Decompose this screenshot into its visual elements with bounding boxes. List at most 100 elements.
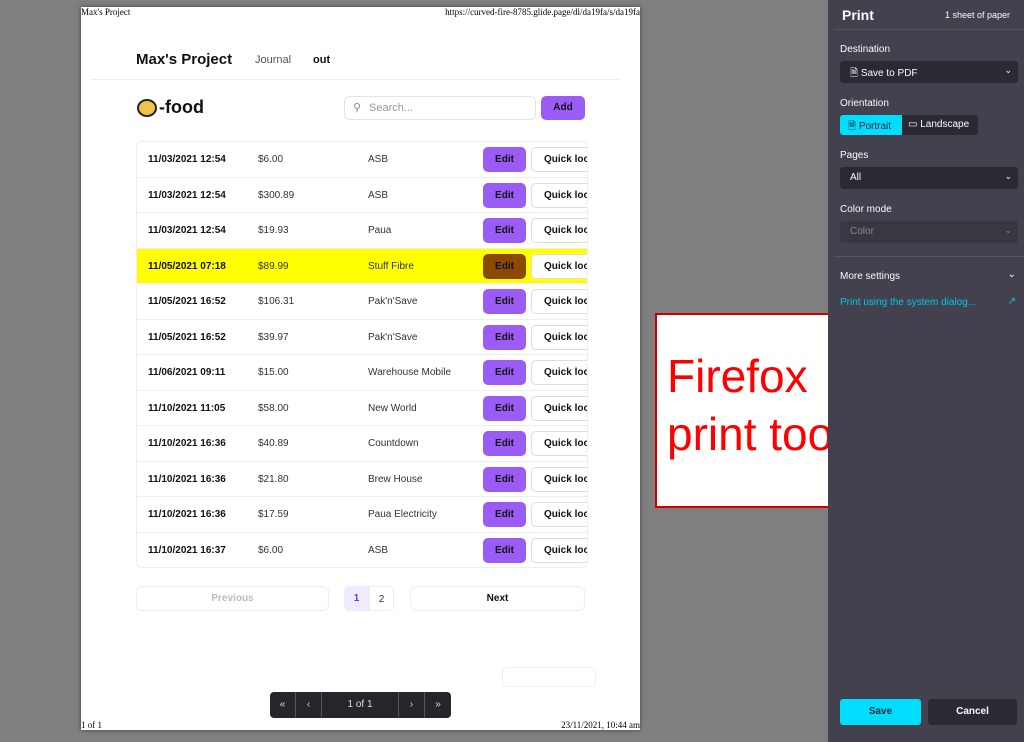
print-preview-page: Max's Project https://curved-fire-8785.g… bbox=[81, 7, 640, 730]
page-footer-count: 1 of 1 bbox=[81, 720, 102, 730]
chevron-down-icon[interactable]: ⌄ bbox=[1007, 269, 1016, 280]
table-row[interactable]: 11/10/2021 16:37 $6.00 ASB Edit Quick lo… bbox=[137, 533, 587, 568]
chevron-down-icon: ⌄ bbox=[1004, 65, 1012, 75]
row-store: Warehouse Mobile bbox=[368, 367, 452, 378]
system-dialog-link[interactable]: Print using the system dialog... bbox=[840, 297, 977, 308]
divider bbox=[91, 79, 620, 80]
row-amount: $17.59 bbox=[258, 509, 289, 520]
blank-box bbox=[502, 667, 596, 687]
page-footer-date: 23/11/2021, 10:44 am bbox=[561, 720, 640, 730]
row-date: 11/05/2021 16:52 bbox=[148, 331, 226, 343]
page-1-button[interactable]: 1 bbox=[344, 586, 369, 611]
row-amount: $6.00 bbox=[258, 154, 284, 165]
table-row[interactable]: 11/10/2021 11:05 $58.00 New World Edit Q… bbox=[137, 391, 587, 426]
first-page-button[interactable]: « bbox=[270, 692, 296, 718]
annotation-line1: Firefox bbox=[667, 350, 808, 402]
quick-look-button[interactable]: Quick look bbox=[531, 431, 587, 456]
edit-button[interactable]: Edit bbox=[483, 182, 526, 208]
pages-select[interactable]: All ⌄ bbox=[840, 167, 1018, 189]
edit-button[interactable]: Edit bbox=[483, 431, 526, 456]
edit-button[interactable]: Edit bbox=[483, 253, 526, 279]
portrait-button[interactable]: 🗎 Portrait bbox=[840, 115, 902, 135]
row-date: 11/10/2021 16:36 bbox=[148, 438, 226, 449]
row-amount: $15.00 bbox=[258, 367, 289, 378]
row-store: Pak'n'Save bbox=[368, 331, 418, 343]
edit-button[interactable]: Edit bbox=[483, 466, 526, 492]
save-button[interactable]: Save bbox=[840, 699, 921, 725]
row-amount: $58.00 bbox=[258, 402, 289, 414]
chevron-down-icon: ⌄ bbox=[1004, 171, 1012, 181]
search-input[interactable]: ⚲ Search... bbox=[344, 96, 536, 120]
food-bowl-icon bbox=[137, 98, 157, 117]
transactions-table: 11/03/2021 12:54 $6.00 ASB Edit Quick lo… bbox=[136, 141, 588, 568]
color-mode-select[interactable]: Color ⌄ bbox=[840, 221, 1018, 243]
portrait-label: Portrait bbox=[858, 121, 892, 132]
row-date: 11/10/2021 11:05 bbox=[148, 402, 226, 414]
row-amount: $6.00 bbox=[258, 544, 284, 556]
row-amount: $300.89 bbox=[258, 189, 295, 201]
next-button[interactable]: Next bbox=[410, 586, 585, 611]
quick-look-button[interactable]: Quick look bbox=[531, 324, 587, 350]
prev-page-button[interactable]: ‹ bbox=[296, 692, 322, 718]
color-mode-value: Color bbox=[850, 226, 874, 237]
search-icon: ⚲ bbox=[353, 102, 362, 114]
row-store: ASB bbox=[368, 189, 389, 201]
cancel-button[interactable]: Cancel bbox=[928, 699, 1017, 725]
table-row[interactable]: 11/03/2021 12:54 $300.89 ASB Edit Quick … bbox=[137, 178, 587, 213]
previous-button[interactable]: Previous bbox=[136, 586, 329, 611]
edit-button[interactable]: Edit bbox=[483, 360, 526, 385]
edit-button[interactable]: Edit bbox=[483, 289, 526, 314]
table-row[interactable]: 11/03/2021 12:54 $6.00 ASB Edit Quick lo… bbox=[137, 142, 587, 178]
quick-look-button[interactable]: Quick look bbox=[531, 502, 587, 527]
table-row[interactable]: 11/03/2021 12:54 $19.93 Paua Edit Quick … bbox=[137, 213, 587, 249]
table-row[interactable]: 11/10/2021 16:36 $17.59 Paua Electricity… bbox=[137, 497, 587, 533]
landscape-button[interactable]: ▭ Landscape bbox=[902, 115, 978, 135]
quick-look-button[interactable]: Quick look bbox=[531, 360, 587, 385]
page-2-button[interactable]: 2 bbox=[369, 586, 394, 611]
row-amount: $19.93 bbox=[258, 225, 289, 236]
destination-select[interactable]: 🗎 Save to PDF ⌄ bbox=[840, 61, 1018, 83]
orientation-label: Orientation bbox=[840, 98, 889, 109]
page-header-title: Max's Project bbox=[81, 7, 131, 17]
quick-look-button[interactable]: Quick look bbox=[531, 182, 587, 208]
quick-look-button[interactable]: Quick look bbox=[531, 537, 587, 563]
edit-button[interactable]: Edit bbox=[483, 147, 526, 172]
nav-journal[interactable]: Journal bbox=[255, 54, 292, 66]
destination-value: Save to PDF bbox=[860, 68, 918, 79]
print-sidebar: Print 1 sheet of paper Destination 🗎 Sav… bbox=[828, 0, 1024, 742]
row-date: 11/06/2021 09:11 bbox=[148, 367, 226, 378]
edit-button[interactable]: Edit bbox=[483, 324, 526, 350]
table-row[interactable]: 11/05/2021 07:18 $89.99 Stuff Fibre Edit… bbox=[137, 248, 587, 284]
last-page-button[interactable]: » bbox=[435, 699, 441, 710]
nav-out[interactable]: out bbox=[313, 54, 331, 66]
row-store: Paua bbox=[368, 225, 392, 236]
edit-button[interactable]: Edit bbox=[483, 218, 526, 243]
table-row[interactable]: 11/06/2021 09:11 $15.00 Warehouse Mobile… bbox=[137, 355, 587, 391]
print-title: Print bbox=[842, 7, 874, 23]
row-date: 11/10/2021 16:36 bbox=[148, 509, 226, 520]
next-page-button[interactable]: › bbox=[399, 692, 425, 718]
preview-page-navigator: « ‹ 1 of 1 › » bbox=[270, 692, 451, 718]
sheet-count: 1 sheet of paper bbox=[944, 10, 1010, 20]
table-row[interactable]: 11/05/2021 16:52 $39.97 Pak'n'Save Edit … bbox=[137, 320, 587, 355]
more-settings-toggle[interactable]: More settings bbox=[840, 271, 901, 282]
quick-look-button[interactable]: Quick look bbox=[531, 147, 587, 172]
edit-button[interactable]: Edit bbox=[483, 395, 526, 421]
quick-look-button[interactable]: Quick look bbox=[531, 466, 587, 492]
table-row[interactable]: 11/05/2021 16:52 $106.31 Pak'n'Save Edit… bbox=[137, 284, 587, 320]
search-placeholder: Search... bbox=[369, 102, 414, 114]
edit-button[interactable]: Edit bbox=[483, 502, 526, 527]
quick-look-button[interactable]: Quick look bbox=[531, 253, 587, 279]
external-link-icon: ↗ bbox=[1007, 296, 1016, 307]
quick-look-button[interactable]: Quick look bbox=[531, 395, 587, 421]
app-brand[interactable]: Max's Project bbox=[136, 51, 233, 68]
row-store: Brew House bbox=[368, 473, 423, 485]
quick-look-button[interactable]: Quick look bbox=[531, 218, 587, 243]
quick-look-button[interactable]: Quick look bbox=[531, 289, 587, 314]
row-date: 11/03/2021 12:54 bbox=[148, 154, 226, 165]
table-row[interactable]: 11/10/2021 16:36 $21.80 Brew House Edit … bbox=[137, 462, 587, 497]
add-button[interactable]: Add bbox=[541, 96, 585, 120]
table-row[interactable]: 11/10/2021 16:36 $40.89 Countdown Edit Q… bbox=[137, 426, 587, 462]
pages-value: All bbox=[850, 172, 862, 183]
edit-button[interactable]: Edit bbox=[483, 537, 526, 563]
